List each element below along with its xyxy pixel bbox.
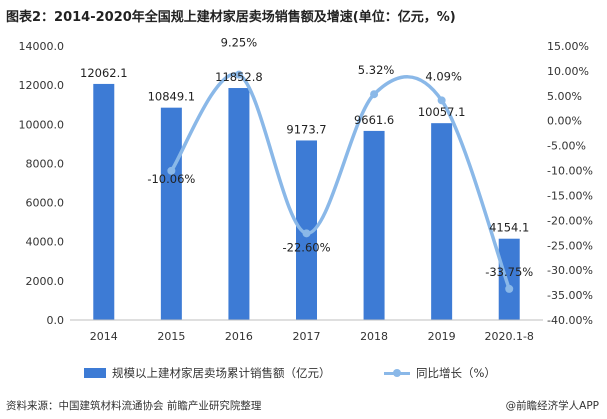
growth-value-label: 9.25% — [221, 36, 258, 50]
right-axis-tick-label: 0.00% — [547, 115, 582, 128]
right-axis-tick-label: 10.00% — [547, 65, 589, 78]
legend-sales-label: 规模以上建材家居卖场累计销售额（亿元） — [112, 366, 331, 380]
growth-value-label: -22.60% — [283, 240, 331, 254]
bar-value-label: 10057.1 — [418, 105, 466, 119]
right-axis-tick-label: -10.00% — [547, 165, 593, 178]
right-axis-tick-label: -20.00% — [547, 214, 593, 227]
right-axis-tick-label: -25.00% — [547, 239, 593, 252]
bars-layer — [93, 83, 520, 320]
right-axis-tick-label: 5.00% — [547, 90, 582, 103]
source-note: 资料来源：中国建筑材料流通协会 前瞻产业研究院整理 — [6, 400, 262, 412]
bar-2015 — [160, 107, 182, 320]
bar-value-label: 4154.1 — [489, 221, 529, 235]
right-axis-tick-label: 15.00% — [547, 40, 589, 53]
legend-bar-swatch — [84, 368, 106, 378]
growth-point-2018 — [370, 90, 379, 99]
right-axis-tick-label: -5.00% — [547, 140, 586, 153]
growth-value-label: -33.75% — [485, 265, 533, 279]
axes-layer: 0.0 2000.0 4000.0 6000.0 8000.0 10000.0 12000.… — [19, 40, 593, 343]
bar-2020.1-8 — [498, 238, 520, 320]
growth-point-2019 — [437, 96, 446, 105]
right-axis-tick-label: -35.00% — [547, 289, 593, 302]
x-axis-tick-label: 2014 — [90, 330, 118, 343]
bar-2014 — [93, 83, 115, 320]
left-axis-tick-label: 6000.0 — [26, 197, 65, 210]
right-axis-tick-label: -15.00% — [547, 189, 593, 202]
data-labels-layer: 12062.1 10849.1 11852.8 9173.7 9661.6 10057.1… — [80, 36, 533, 279]
growth-line-layer — [167, 70, 514, 293]
credit-text: @前瞻经济学人APP — [505, 400, 599, 412]
x-axis-tick-label: 2019 — [428, 330, 456, 343]
left-axis-tick-label: 4000.0 — [26, 236, 65, 249]
bar-2016 — [228, 88, 250, 320]
bar-value-label: 11852.8 — [215, 70, 263, 84]
bar-value-label: 9661.6 — [354, 113, 394, 127]
bar-2019 — [431, 123, 453, 320]
x-axis-tick-label: 2018 — [360, 330, 388, 343]
left-axis-tick-label: 14000.0 — [19, 40, 65, 53]
left-axis-tick-label: 2000.0 — [26, 275, 65, 288]
legend-growth-label: 同比增长（%） — [416, 366, 496, 380]
left-axis-tick-label: 10000.0 — [19, 118, 65, 131]
growth-value-label: 4.09% — [425, 69, 462, 83]
bar-value-label: 10849.1 — [148, 90, 196, 104]
growth-point-2017 — [302, 229, 311, 238]
right-axis-tick-label: -40.00% — [547, 314, 593, 327]
legend-line-swatch — [384, 368, 410, 378]
left-axis-tick-label: 0.0 — [47, 314, 65, 327]
bar-2018 — [363, 130, 385, 320]
bar-value-label: 12062.1 — [80, 66, 128, 80]
legend-item-growth: 同比增长（%） — [384, 365, 496, 381]
chart-title: 图表2：2014-2020年全国规上建材家居卖场销售额及增速(单位：亿元，%) — [6, 10, 456, 25]
x-axis-tick-label: 2020.1-8 — [484, 330, 533, 343]
x-axis-tick-label: 2015 — [157, 330, 185, 343]
left-axis-tick-label: 8000.0 — [26, 157, 65, 170]
right-axis-tick-label: -30.00% — [547, 264, 593, 277]
legend-item-sales: 规模以上建材家居卖场累计销售额（亿元） — [84, 365, 331, 381]
growth-point-2020.1-8 — [505, 284, 514, 293]
growth-value-label: -10.06% — [147, 172, 195, 186]
growth-point-2016 — [234, 70, 243, 79]
x-axis-tick-label: 2017 — [293, 330, 321, 343]
x-axis-tick-label: 2016 — [225, 330, 253, 343]
left-axis-tick-label: 12000.0 — [19, 79, 65, 92]
growth-value-label: 5.32% — [358, 63, 395, 77]
bar-value-label: 9173.7 — [286, 122, 326, 136]
growth-point-2015 — [167, 166, 176, 175]
